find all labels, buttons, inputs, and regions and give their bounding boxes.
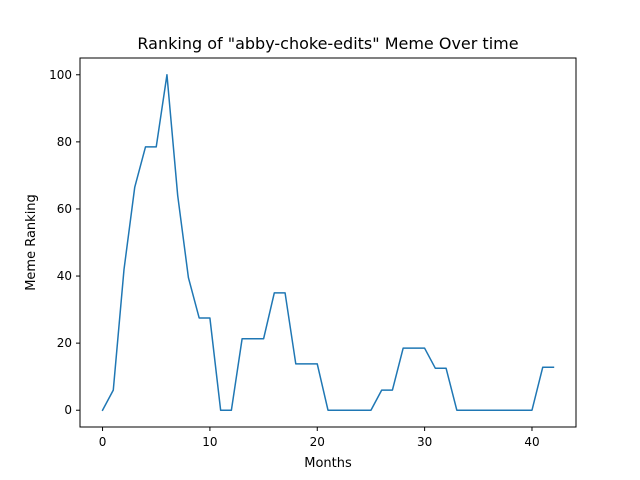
y-tick-label: 100	[49, 68, 72, 82]
x-axis-label: Months	[304, 456, 352, 471]
x-axis-ticks: 0 10 20 30 40	[99, 427, 540, 449]
x-tick-label: 30	[417, 435, 432, 449]
y-tick-label: 60	[57, 202, 72, 216]
series-layer	[101, 74, 555, 412]
x-tick-label: 10	[202, 435, 217, 449]
y-tick-label: 80	[57, 135, 72, 149]
y-tick-label: 0	[64, 403, 72, 417]
y-axis-ticks: 0 20 40 60 80 100	[49, 68, 80, 417]
x-tick-label: 0	[99, 435, 107, 449]
x-tick-label: 40	[524, 435, 539, 449]
plot-frame	[79, 57, 577, 428]
chart-title: Ranking of "abby-choke-edits" Meme Over …	[137, 34, 518, 53]
y-axis-label: Meme Ranking	[24, 194, 39, 291]
x-tick-label: 20	[310, 435, 325, 449]
series-line	[101, 74, 555, 412]
y-tick-label: 40	[57, 269, 72, 283]
y-tick-label: 20	[57, 336, 72, 350]
